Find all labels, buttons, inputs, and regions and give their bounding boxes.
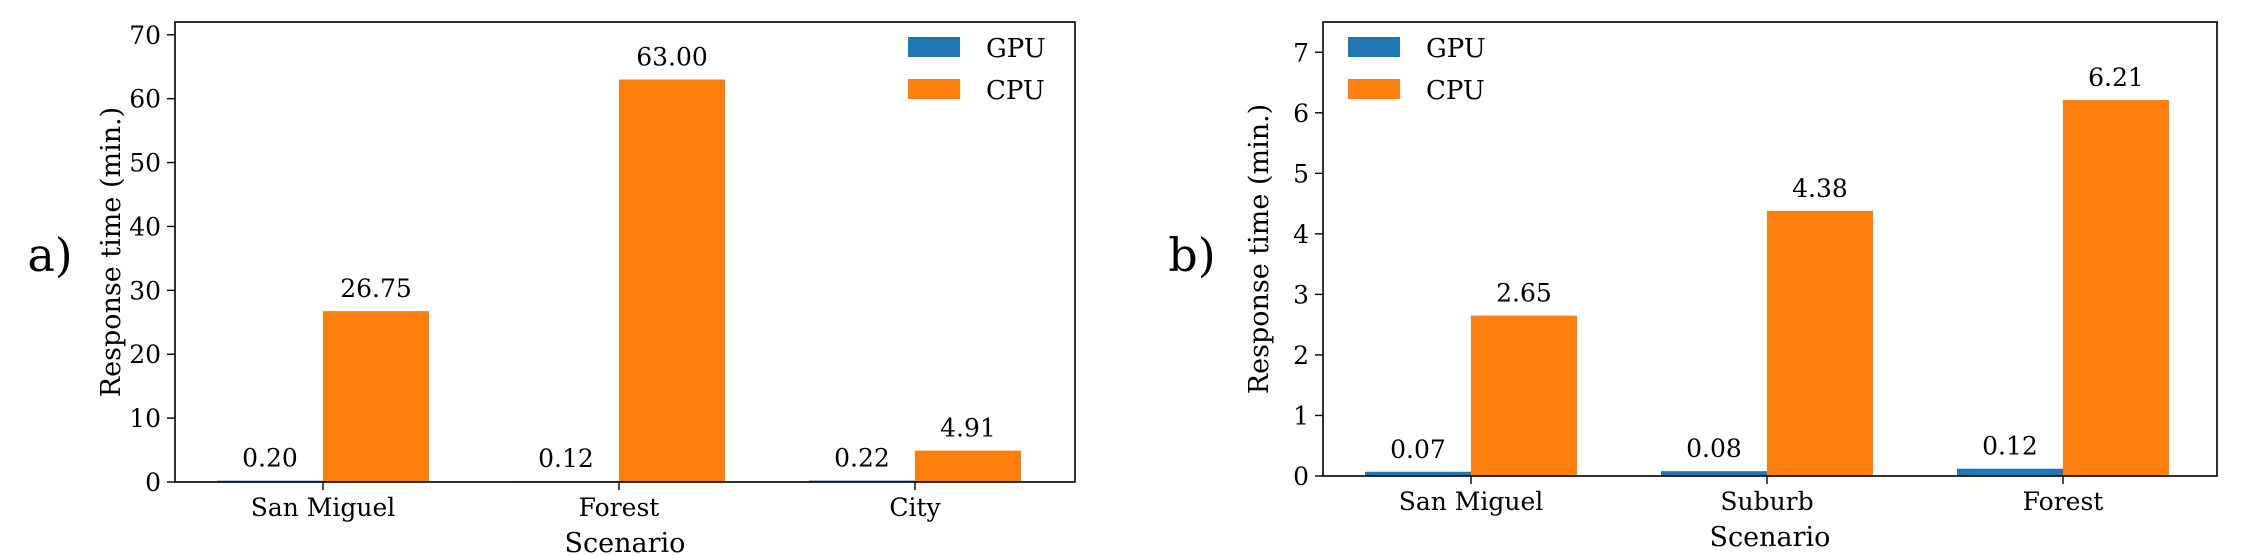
- y-tick-label: 1: [1293, 401, 1309, 430]
- bar-cpu: [1767, 210, 1873, 476]
- chart-panel-1: b) 0 1 2 3 4 5 6 7 0.07 2.65 San Miguel 0.08 4.38 Subu…: [1168, 21, 2218, 553]
- y-tick-label: 5: [1293, 159, 1309, 188]
- data-label-cpu: 26.75: [340, 274, 412, 303]
- legend-swatch-cpu: [1348, 79, 1400, 99]
- bar-cpu: [1471, 315, 1577, 476]
- x-tick-label: San Miguel: [251, 493, 396, 522]
- x-tick-label: Forest: [2023, 487, 2104, 516]
- y-tick-label: 60: [129, 85, 161, 114]
- data-label-cpu: 4.38: [1792, 174, 1848, 203]
- x-axis-title: Scenario: [1710, 522, 1831, 553]
- plot-frame: [174, 21, 1076, 483]
- data-label-gpu: 0.12: [1982, 432, 2038, 461]
- data-label-gpu: 0.07: [1390, 435, 1446, 464]
- data-label-gpu: 0.08: [1686, 434, 1742, 463]
- data-label-gpu: 0.22: [834, 444, 890, 473]
- bar-gpu: [1661, 471, 1767, 476]
- bar-cpu: [915, 450, 1021, 482]
- y-tick-label: 10: [129, 404, 161, 433]
- y-tick-label: 70: [129, 21, 161, 50]
- plot-frame: [1322, 21, 2218, 477]
- bar-cpu: [323, 311, 429, 482]
- data-label-cpu: 2.65: [1496, 279, 1552, 308]
- y-tick-label: 0: [1293, 462, 1309, 491]
- data-label-gpu: 0.12: [538, 444, 594, 473]
- data-label-cpu: 6.21: [2088, 63, 2144, 92]
- bar-gpu: [1365, 471, 1471, 476]
- legend-label-cpu: CPU: [986, 76, 1045, 106]
- x-tick-label: City: [889, 493, 941, 522]
- bar-gpu: [1957, 468, 2063, 476]
- bar-cpu: [2063, 100, 2169, 476]
- legend-label-cpu: CPU: [1426, 76, 1485, 106]
- bar-cpu: [619, 79, 725, 482]
- y-tick-label: 40: [129, 212, 161, 241]
- legend-label-gpu: GPU: [986, 34, 1046, 64]
- panel-label: b): [1168, 228, 1215, 282]
- data-label-cpu: 63.00: [636, 43, 708, 72]
- y-tick-label: 30: [129, 276, 161, 305]
- legend-swatch-gpu: [908, 37, 960, 57]
- x-tick-label: Suburb: [1720, 487, 1813, 516]
- y-tick-label: 7: [1293, 38, 1309, 67]
- y-tick-label: 20: [129, 340, 161, 369]
- y-tick-label: 6: [1293, 99, 1309, 128]
- y-axis-title: Response time (min.): [96, 107, 127, 397]
- y-axis-title: Response time (min.): [1244, 104, 1275, 394]
- y-tick-label: 50: [129, 149, 161, 178]
- legend-swatch-gpu: [1348, 37, 1400, 57]
- y-tick-label: 0: [145, 468, 161, 497]
- legend: GPU CPU: [1348, 34, 1486, 106]
- x-axis-title: Scenario: [565, 528, 686, 555]
- y-tick-label: 2: [1293, 341, 1309, 370]
- legend-label-gpu: GPU: [1426, 34, 1486, 64]
- legend: GPU CPU: [908, 34, 1046, 106]
- x-tick-label: Forest: [579, 493, 660, 522]
- chart-panel-0: a) 0 10 20 30 40 50 60 70 0.20 26.75 San Miguel 0.12…: [27, 21, 1076, 555]
- y-tick-label: 3: [1293, 280, 1309, 309]
- x-tick-label: San Miguel: [1399, 487, 1544, 516]
- legend-swatch-cpu: [908, 79, 960, 99]
- y-tick-label: 4: [1293, 220, 1309, 249]
- panel-label: a): [27, 228, 72, 282]
- data-label-cpu: 4.91: [940, 414, 996, 443]
- data-label-gpu: 0.20: [242, 444, 298, 473]
